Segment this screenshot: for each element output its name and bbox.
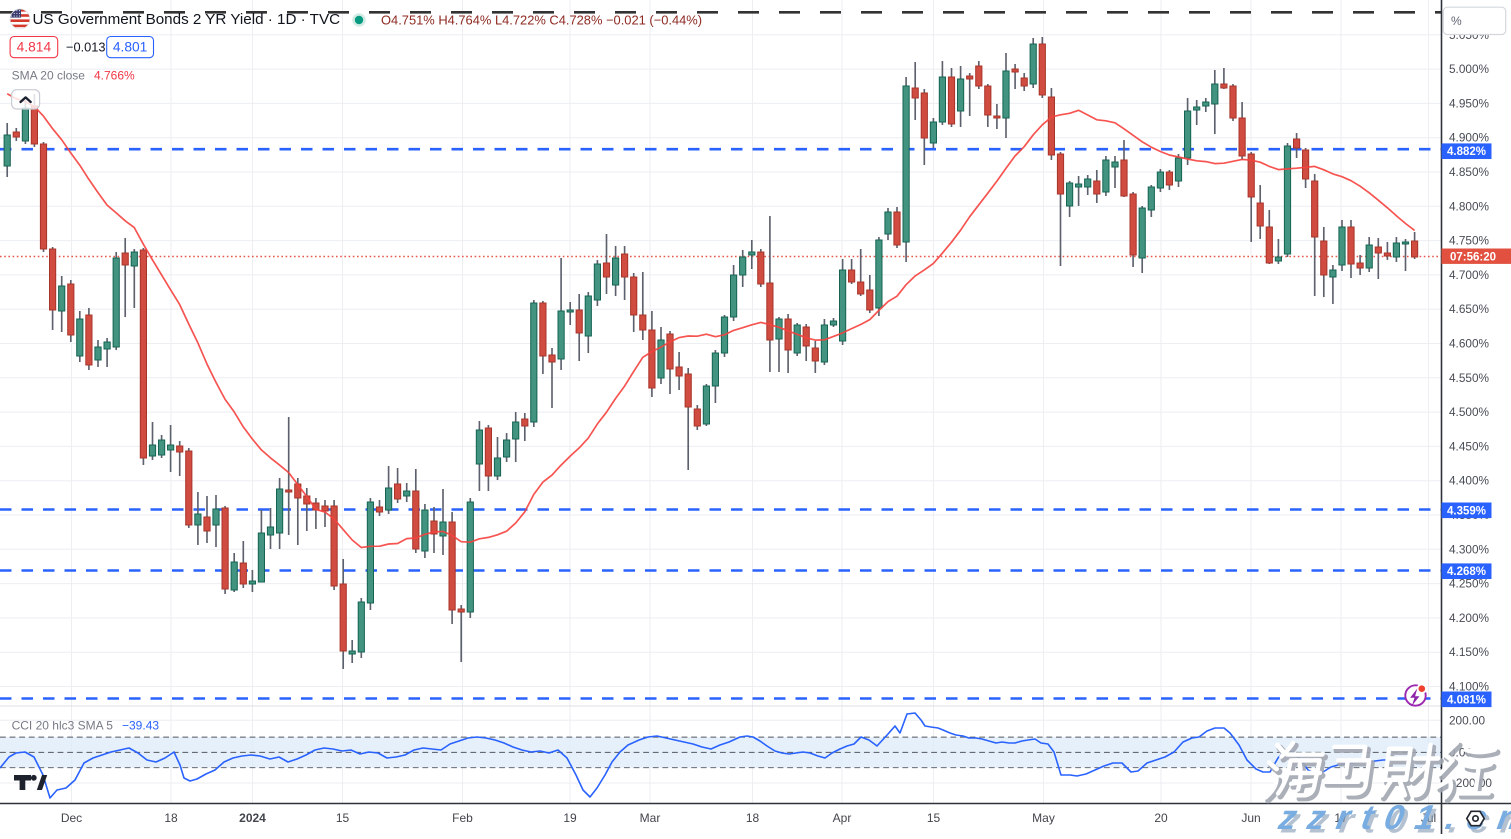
svg-text:18: 18 [746, 811, 760, 825]
svg-text:4.814: 4.814 [17, 40, 52, 55]
svg-text:4.700%: 4.700% [1449, 268, 1490, 282]
svg-text:07:56:20: 07:56:20 [1450, 251, 1496, 263]
svg-text:Mar: Mar [640, 811, 661, 825]
svg-text:4.600%: 4.600% [1449, 337, 1490, 351]
svg-text:18: 18 [164, 811, 178, 825]
svg-text:2024: 2024 [239, 811, 266, 825]
svg-text:19: 19 [563, 811, 577, 825]
svg-text:4.900%: 4.900% [1449, 131, 1490, 145]
svg-text:Dec: Dec [61, 811, 82, 825]
svg-text:4.850%: 4.850% [1449, 165, 1490, 179]
svg-text:200.00: 200.00 [1449, 714, 1486, 728]
svg-text:Apr: Apr [833, 811, 852, 825]
svg-text:May: May [1032, 811, 1055, 825]
svg-text:4.200%: 4.200% [1449, 611, 1490, 625]
svg-text:SMA 20 close: SMA 20 close [12, 69, 86, 83]
svg-text:4.400%: 4.400% [1449, 474, 1490, 488]
svg-text:20: 20 [1154, 811, 1168, 825]
svg-text:4.268%: 4.268% [1447, 566, 1486, 578]
svg-text:4.150%: 4.150% [1449, 645, 1490, 659]
svg-text:4.750%: 4.750% [1449, 234, 1490, 248]
svg-text:CCI 20 hlc3 SMA 5: CCI 20 hlc3 SMA 5 [12, 719, 114, 733]
svg-text:Feb: Feb [452, 811, 473, 825]
svg-text:O4.751% H4.764% L4.722% C4.728: O4.751% H4.764% L4.722% C4.728% −0.021 (… [381, 13, 702, 28]
svg-text:4.450%: 4.450% [1449, 439, 1490, 453]
svg-text:4.950%: 4.950% [1449, 96, 1490, 110]
svg-text:4.100%: 4.100% [1449, 680, 1490, 694]
svg-text:−0.013: −0.013 [66, 40, 106, 55]
svg-text:Jun: Jun [1241, 811, 1260, 825]
svg-text:−39.43: −39.43 [122, 719, 159, 733]
svg-text:4.800%: 4.800% [1449, 199, 1490, 213]
svg-text:US Government Bonds 2 YR Yield: US Government Bonds 2 YR Yield · 1D · TV… [33, 11, 341, 28]
svg-text:4.882%: 4.882% [1447, 146, 1486, 158]
svg-text:4.359%: 4.359% [1447, 505, 1486, 517]
svg-text:15: 15 [336, 811, 350, 825]
svg-text:15: 15 [927, 811, 941, 825]
svg-text:%: % [1451, 14, 1462, 28]
svg-text:4.550%: 4.550% [1449, 371, 1490, 385]
svg-text:5.000%: 5.000% [1449, 62, 1490, 76]
svg-text:4.300%: 4.300% [1449, 542, 1490, 556]
svg-text:4.801: 4.801 [113, 40, 148, 55]
svg-text:4.650%: 4.650% [1449, 302, 1490, 316]
svg-text:4.081%: 4.081% [1447, 694, 1486, 706]
svg-text:4.500%: 4.500% [1449, 405, 1490, 419]
svg-text:4.766%: 4.766% [94, 69, 135, 83]
